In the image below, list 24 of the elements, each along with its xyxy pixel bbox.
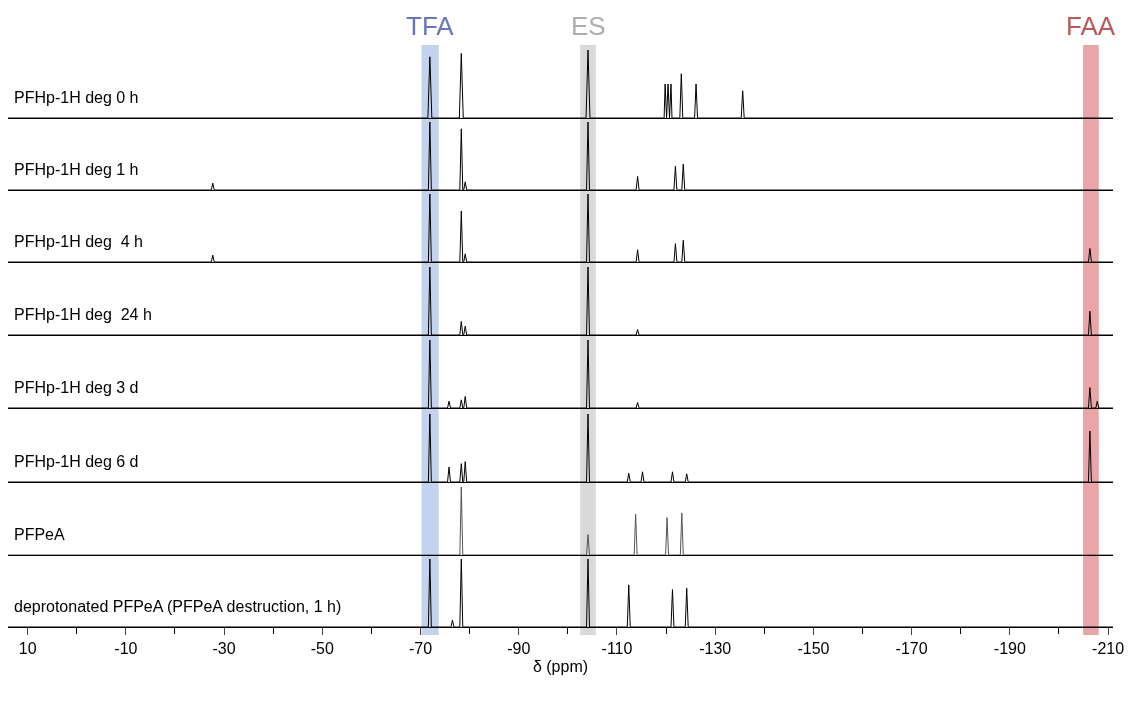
x-tick-label: -190 [993,640,1026,658]
series-label: PFPeA [14,526,66,543]
series-label: PFHp-1H deg 3 d [14,379,139,396]
x-tick-label: -130 [699,640,732,658]
x-tick-label: -170 [895,640,928,658]
x-tick-label: -110 [601,640,633,658]
x-tick-label: -70 [408,640,433,658]
series-label: PFHp-1H deg 1 h [14,161,139,178]
series-label: PFHp-1H deg 6 d [14,453,139,470]
x-tick-label: -150 [797,640,830,658]
band-label: FAA [1066,11,1116,41]
series-label: PFHp-1H deg 0 h [14,89,139,106]
x-tick-label: 10 [18,640,37,658]
series-label: deprotonated PFPeA (PFPeA destruction, 1 h) [14,598,342,615]
x-tick-label: -50 [310,640,334,658]
x-axis-title: δ (ppm) [532,657,589,675]
band-label: ES [571,11,606,41]
series-label: PFHp-1H deg 24 h [14,306,152,323]
band-label: TFA [406,11,455,41]
x-tick-label: -210 [1092,640,1125,658]
x-tick-label: -10 [114,640,138,658]
x-tick-label: -90 [507,640,531,658]
x-tick-label: -30 [212,640,236,658]
series-label: PFHp-1H deg 4 h [14,233,143,250]
